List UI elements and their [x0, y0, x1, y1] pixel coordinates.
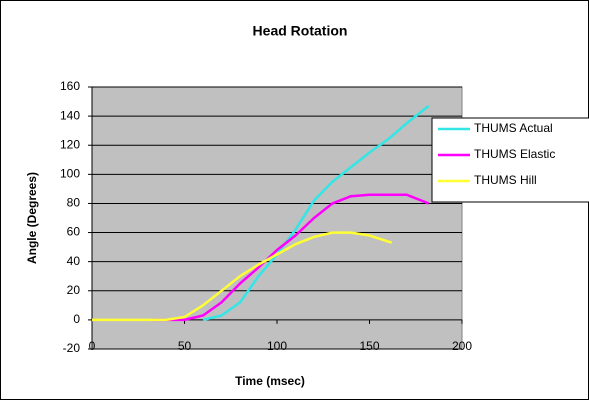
chart-title: Head Rotation: [253, 23, 348, 39]
x-tick-label: 50: [178, 339, 192, 353]
y-tick-label: 120: [60, 137, 80, 151]
y-tick-label: 60: [67, 225, 81, 239]
legend-box: [431, 117, 589, 203]
x-tick-label: 200: [452, 339, 472, 353]
series-line: [153, 193, 430, 322]
legend-label: THUMS Hill: [474, 173, 537, 187]
x-tick-label: 150: [359, 339, 379, 353]
y-tick-label: 100: [60, 167, 80, 181]
y-tick-label: 20: [67, 283, 81, 297]
y-axis-label: Angle (Degrees): [25, 172, 39, 264]
y-tick-label: 140: [60, 108, 80, 122]
y-tick-label: -20: [63, 341, 81, 355]
series-line: [202, 104, 430, 322]
series-line: [92, 231, 393, 322]
legend-label: THUMS Elastic: [474, 147, 555, 161]
plot-area: [91, 86, 463, 350]
legend-label: THUMS Actual: [474, 121, 553, 135]
y-tick-label: 160: [60, 79, 80, 93]
y-tick-label: 40: [67, 254, 81, 268]
y-tick-label: 80: [67, 196, 81, 210]
x-tick-label: 100: [267, 339, 287, 353]
x-axis-label: Time (msec): [235, 374, 305, 388]
y-tick-label: 0: [73, 312, 80, 326]
